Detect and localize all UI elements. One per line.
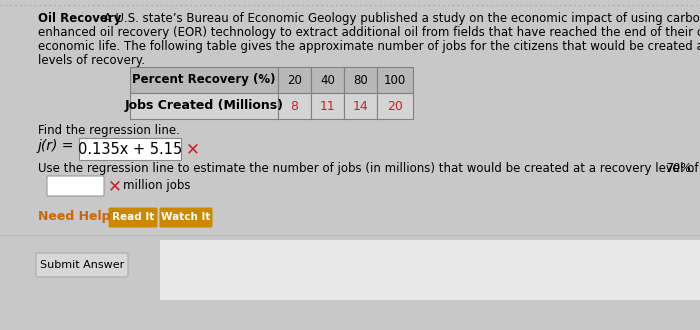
Text: 8: 8: [290, 100, 298, 113]
Text: 14: 14: [353, 100, 368, 113]
Bar: [130, 93, 278, 119]
Text: million jobs: million jobs: [123, 180, 190, 192]
FancyBboxPatch shape: [47, 176, 104, 196]
FancyBboxPatch shape: [160, 208, 213, 227]
Text: A U.S. state’s Bureau of Economic Geology published a study on the economic impa: A U.S. state’s Bureau of Economic Geolog…: [100, 12, 700, 25]
Bar: [278, 67, 311, 93]
FancyBboxPatch shape: [36, 253, 128, 277]
Text: Read It: Read It: [112, 213, 154, 222]
FancyBboxPatch shape: [79, 138, 181, 160]
Text: ✕: ✕: [186, 140, 200, 158]
Text: Watch It: Watch It: [161, 213, 211, 222]
Bar: [311, 67, 344, 93]
Text: Find the regression line.: Find the regression line.: [38, 124, 180, 137]
Text: 80: 80: [353, 74, 368, 86]
Text: enhanced oil recovery (EOR) technology to extract additional oil from fields tha: enhanced oil recovery (EOR) technology t…: [38, 26, 700, 39]
Bar: [344, 93, 377, 119]
Text: j(r) =: j(r) =: [38, 139, 74, 153]
Text: 0.135x + 5.15: 0.135x + 5.15: [78, 142, 182, 156]
Text: 100: 100: [384, 74, 406, 86]
Text: 20: 20: [387, 100, 403, 113]
Bar: [377, 67, 413, 93]
Bar: [344, 67, 377, 93]
Bar: [311, 93, 344, 119]
Text: Use the regression line to estimate the number of jobs (in millions) that would : Use the regression line to estimate the …: [38, 162, 699, 175]
Bar: [130, 67, 278, 93]
Text: 20: 20: [287, 74, 302, 86]
Text: economic life. The following table gives the approximate number of jobs for the : economic life. The following table gives…: [38, 40, 700, 53]
Text: levels of recovery.: levels of recovery.: [38, 54, 145, 67]
Text: 70%.: 70%.: [666, 162, 696, 175]
Text: Oil Recovery: Oil Recovery: [38, 12, 121, 25]
Text: Submit Answer: Submit Answer: [40, 260, 124, 270]
Bar: [278, 93, 311, 119]
Text: Jobs Created (Millions): Jobs Created (Millions): [125, 100, 284, 113]
Bar: [377, 93, 413, 119]
Text: Need Help?: Need Help?: [38, 210, 118, 223]
Text: ✕: ✕: [108, 177, 122, 195]
FancyBboxPatch shape: [108, 208, 158, 227]
Text: 40: 40: [320, 74, 335, 86]
Bar: [160, 240, 700, 300]
Text: 11: 11: [320, 100, 335, 113]
Text: Percent Recovery (%): Percent Recovery (%): [132, 74, 276, 86]
